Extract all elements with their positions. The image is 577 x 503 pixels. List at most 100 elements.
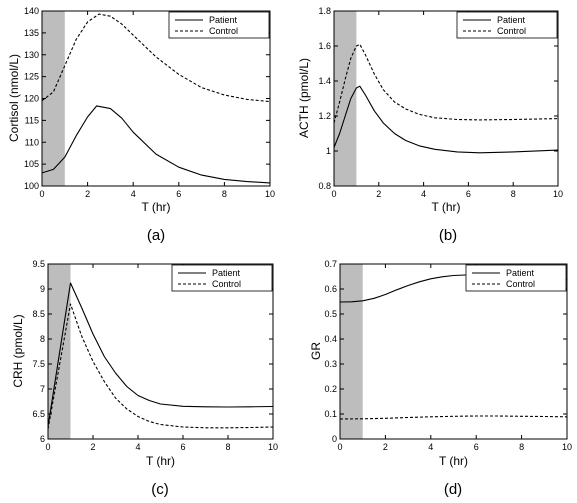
x-tick-label: 10	[553, 189, 563, 199]
legend-box	[456, 11, 558, 39]
y-tick-label: 0.5	[324, 309, 337, 319]
x-tick-label: 2	[376, 189, 381, 199]
y-tick-label: 8	[40, 334, 45, 344]
legend-entry-control: Control	[506, 279, 535, 289]
shaded-interval	[42, 11, 65, 186]
x-tick-label: 0	[45, 442, 50, 452]
x-tick-label: 6	[466, 189, 471, 199]
plot-area	[48, 264, 273, 439]
x-tick-label: 10	[268, 442, 278, 452]
y-tick-label: 1.2	[318, 111, 331, 121]
x-tick-label: 2	[383, 442, 388, 452]
y-tick-label: 140	[24, 6, 39, 16]
panel-label: (d)	[444, 481, 462, 498]
legend-entry-patient: Patient	[212, 268, 241, 278]
x-tick-label: 8	[519, 442, 524, 452]
series-line-control	[41, 13, 271, 103]
legend-entry-control: Control	[212, 279, 241, 289]
x-tick-label: 6	[176, 189, 181, 199]
plot-area	[340, 264, 567, 439]
y-axis-label: GR	[309, 342, 323, 360]
plot-area	[42, 11, 270, 186]
y-tick-label: 9	[40, 284, 45, 294]
chart-panel-d: 0 2 4 6 8 10 0 0.1 0.2 0.3 0.4 0.5 0.6 0.7 T (hr) GR (d)…	[309, 259, 572, 498]
y-tick-label: 0.6	[324, 284, 337, 294]
legend-box	[168, 11, 270, 39]
y-tick-label: 100	[24, 181, 39, 191]
series-line-patient	[41, 105, 271, 184]
y-tick-label: 0	[332, 434, 337, 444]
y-tick-label: 0.8	[318, 181, 331, 191]
axes-frame	[47, 263, 274, 440]
x-tick-label: 4	[131, 189, 136, 199]
y-tick-label: 105	[24, 159, 39, 169]
x-tick-label: 6	[180, 442, 185, 452]
shaded-interval	[334, 11, 357, 186]
series-line-control	[339, 415, 568, 420]
x-tick-label: 8	[511, 189, 516, 199]
y-tick-label: 7	[40, 384, 45, 394]
x-tick-label: 0	[331, 189, 336, 199]
y-tick-label: 1	[326, 146, 331, 156]
chart-panel-b: 0 2 4 6 8 10 0.8 1 1.2 1.4 1.6 1.8 T (hr) ACTH (pmol/…	[297, 6, 563, 244]
legend-entry-patient: Patient	[497, 15, 526, 25]
y-tick-label: 1.4	[318, 76, 331, 86]
y-axis-label: Cortisol (nmol/L)	[7, 54, 21, 142]
x-axis-label: T (hr)	[146, 454, 175, 468]
x-tick-label: 2	[90, 442, 95, 452]
legend-box	[171, 264, 273, 292]
y-tick-label: 115	[25, 115, 39, 125]
x-tick-label: 8	[222, 189, 227, 199]
plot-area	[334, 11, 558, 186]
y-tick-label: 7.5	[32, 359, 45, 369]
y-axis-label: ACTH (pmol/L)	[297, 58, 311, 138]
y-tick-label: 6.5	[32, 409, 45, 419]
y-axis-label: CRH (pmol/L)	[11, 314, 25, 387]
y-tick-label: 110	[25, 137, 39, 147]
x-tick-label: 4	[421, 189, 426, 199]
y-tick-label: 135	[24, 28, 39, 38]
panel-label: (c)	[151, 481, 169, 498]
shaded-interval	[340, 264, 363, 439]
legend-entry-patient: Patient	[209, 15, 238, 25]
y-tick-label: 6	[40, 434, 45, 444]
legend-entry-patient: Patient	[506, 268, 535, 278]
legend-entry-control: Control	[497, 26, 526, 36]
y-tick-label: 0.2	[324, 384, 337, 394]
y-tick-label: 9.5	[32, 259, 45, 269]
series-line-control	[47, 303, 274, 430]
x-axis-label: T (hr)	[141, 200, 170, 214]
x-tick-label: 0	[337, 442, 342, 452]
x-tick-label: 10	[265, 189, 275, 199]
chart-panel-c: 0 2 4 6 8 10 6 6.5 7 7.5 8 8.5 9 9.5 T (hr) CRH (pmol/L…	[11, 259, 278, 498]
x-tick-label: 4	[135, 442, 140, 452]
y-tick-label: 0.4	[324, 334, 337, 344]
panel-label: (a)	[147, 227, 165, 244]
legend-box	[465, 264, 567, 292]
y-tick-label: 8.5	[32, 309, 45, 319]
axes-frame	[339, 263, 568, 440]
y-tick-label: 1.6	[318, 41, 331, 51]
series-line-patient	[333, 85, 559, 154]
x-axis-label: T (hr)	[431, 200, 460, 214]
y-tick-label: 125	[24, 72, 39, 82]
y-tick-label: 130	[24, 50, 39, 60]
y-tick-label: 0.1	[324, 409, 337, 419]
x-tick-label: 4	[428, 442, 433, 452]
x-tick-label: 2	[85, 189, 90, 199]
x-tick-label: 6	[474, 442, 479, 452]
series-line-control	[333, 43, 559, 124]
x-axis-label: T (hr)	[439, 454, 468, 468]
y-tick-label: 0.3	[324, 359, 337, 369]
y-tick-label: 1.8	[318, 6, 331, 16]
x-tick-label: 0	[39, 189, 44, 199]
chart-panel-a: 0 2 4 6 8 10 100 105 110 115 120 125 130 135 140 T (hr)…	[7, 6, 275, 244]
panel-label: (b)	[439, 227, 457, 244]
legend-entry-control: Control	[209, 26, 238, 36]
series-line-patient	[47, 282, 274, 427]
